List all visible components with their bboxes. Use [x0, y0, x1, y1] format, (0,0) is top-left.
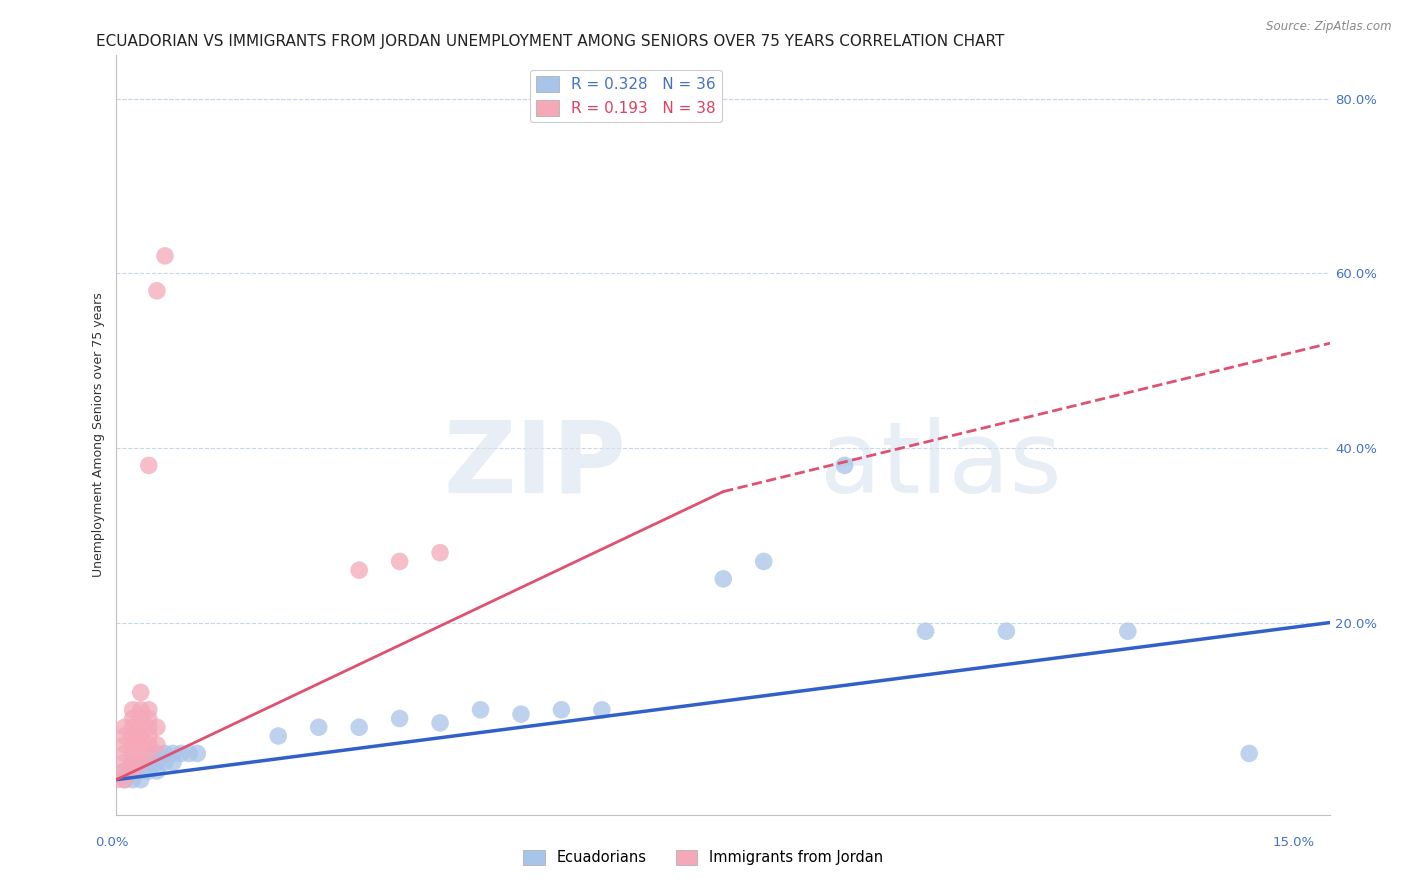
Point — [510, 707, 533, 722]
Point — [1116, 624, 1139, 639]
Point — [179, 747, 201, 761]
Point — [470, 703, 492, 717]
Point — [121, 729, 143, 743]
Point — [146, 764, 169, 778]
Point — [308, 720, 330, 734]
Point — [129, 738, 152, 752]
Point — [153, 747, 176, 761]
Point — [138, 458, 160, 473]
Point — [114, 720, 136, 734]
Point — [114, 747, 136, 761]
Point — [114, 755, 136, 769]
Point — [138, 755, 160, 769]
Text: 0.0%: 0.0% — [96, 836, 129, 848]
Point — [550, 703, 572, 717]
Point — [162, 747, 184, 761]
Text: ECUADORIAN VS IMMIGRANTS FROM JORDAN UNEMPLOYMENT AMONG SENIORS OVER 75 YEARS CO: ECUADORIAN VS IMMIGRANTS FROM JORDAN UNE… — [96, 34, 1004, 49]
Point — [129, 772, 152, 787]
Point — [186, 747, 208, 761]
Point — [170, 747, 193, 761]
Point — [138, 712, 160, 726]
Point — [138, 703, 160, 717]
Point — [121, 747, 143, 761]
Point — [121, 764, 143, 778]
Point — [834, 458, 856, 473]
Point — [129, 764, 152, 778]
Point — [129, 755, 152, 769]
Point — [121, 738, 143, 752]
Point — [129, 712, 152, 726]
Point — [121, 755, 143, 769]
Legend: R = 0.328   N = 36, R = 0.193   N = 38: R = 0.328 N = 36, R = 0.193 N = 38 — [530, 70, 723, 122]
Point — [347, 720, 370, 734]
Point — [388, 554, 411, 568]
Point — [105, 772, 128, 787]
Point — [1237, 747, 1260, 761]
Point — [267, 729, 290, 743]
Point — [995, 624, 1018, 639]
Text: ZIP: ZIP — [443, 417, 626, 514]
Point — [591, 703, 613, 717]
Point — [114, 764, 136, 778]
Point — [146, 747, 169, 761]
Point — [114, 729, 136, 743]
Point — [914, 624, 936, 639]
Point — [138, 720, 160, 734]
Point — [146, 720, 169, 734]
Point — [114, 772, 136, 787]
Point — [138, 764, 160, 778]
Text: Source: ZipAtlas.com: Source: ZipAtlas.com — [1267, 20, 1392, 33]
Point — [114, 738, 136, 752]
Point — [129, 729, 152, 743]
Text: 15.0%: 15.0% — [1272, 836, 1315, 848]
Point — [138, 729, 160, 743]
Y-axis label: Unemployment Among Seniors over 75 years: Unemployment Among Seniors over 75 years — [93, 293, 105, 577]
Point — [129, 747, 152, 761]
Point — [711, 572, 734, 586]
Point — [129, 685, 152, 699]
Point — [146, 284, 169, 298]
Point — [388, 712, 411, 726]
Point — [114, 772, 136, 787]
Point — [121, 764, 143, 778]
Point — [129, 720, 152, 734]
Point — [121, 755, 143, 769]
Point — [146, 755, 169, 769]
Point — [138, 738, 160, 752]
Point — [121, 703, 143, 717]
Point — [162, 755, 184, 769]
Point — [121, 712, 143, 726]
Text: atlas: atlas — [820, 417, 1062, 514]
Point — [347, 563, 370, 577]
Point — [138, 747, 160, 761]
Point — [153, 755, 176, 769]
Point — [146, 738, 169, 752]
Point — [129, 703, 152, 717]
Point — [153, 249, 176, 263]
Point — [752, 554, 775, 568]
Point — [429, 546, 451, 560]
Point — [114, 764, 136, 778]
Point — [129, 755, 152, 769]
Point — [429, 715, 451, 730]
Point — [121, 772, 143, 787]
Point — [121, 720, 143, 734]
Legend: Ecuadorians, Immigrants from Jordan: Ecuadorians, Immigrants from Jordan — [517, 844, 889, 871]
